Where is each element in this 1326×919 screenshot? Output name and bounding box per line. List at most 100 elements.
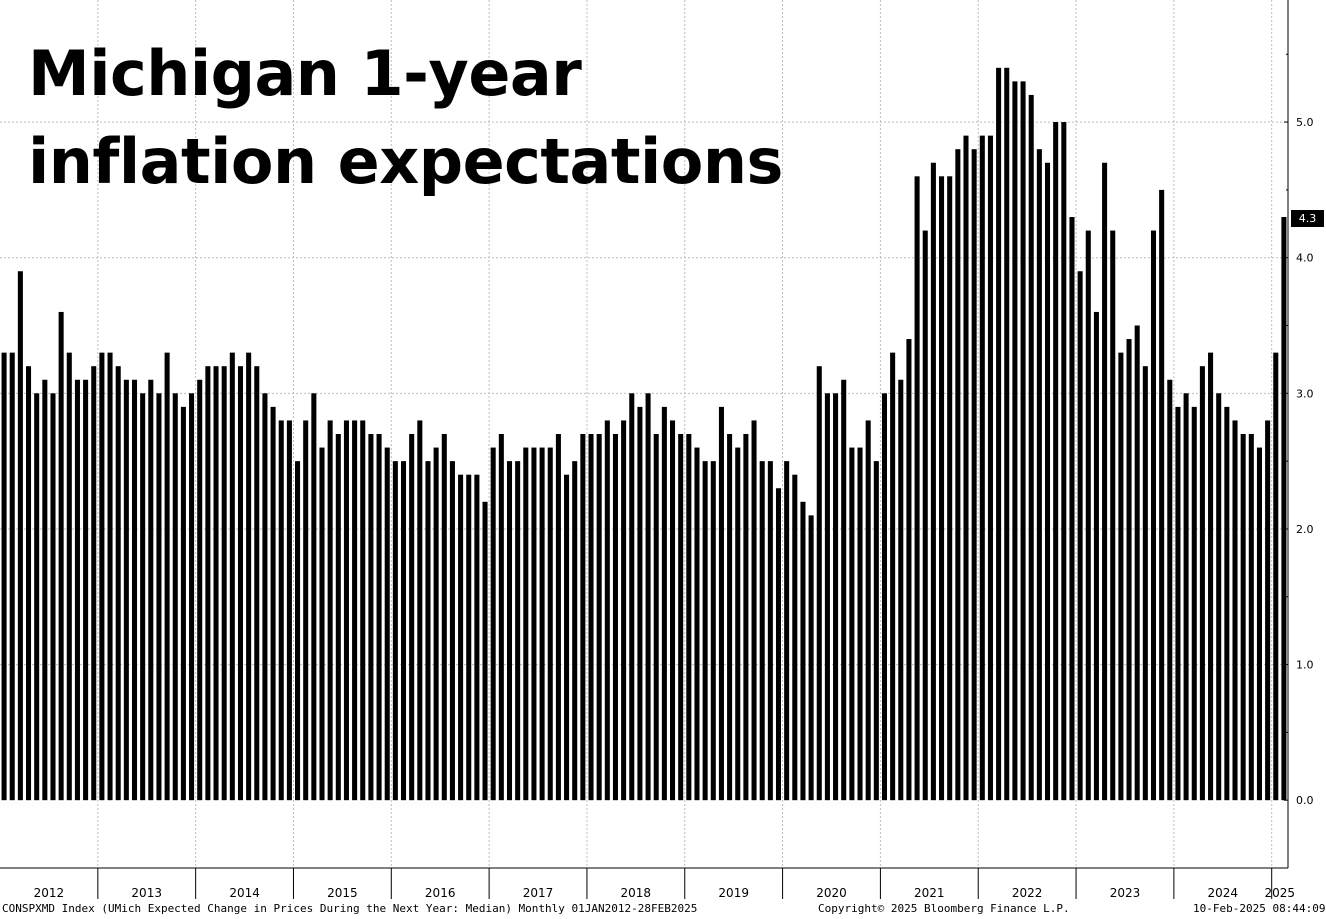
bar: [678, 434, 684, 801]
bar: [824, 393, 830, 801]
bar: [140, 393, 146, 801]
bar: [343, 420, 349, 801]
x-tick-label: 2025: [1265, 886, 1296, 900]
bar: [857, 447, 863, 801]
bar: [58, 311, 64, 801]
x-tick-label: 2018: [621, 886, 652, 900]
bar-series: [1, 67, 1287, 801]
footer-copyright: Copyright© 2025 Bloomberg Finance L.P.: [818, 902, 1070, 915]
bar: [735, 447, 741, 801]
bar: [148, 379, 154, 801]
bar: [441, 434, 447, 801]
bar: [425, 461, 431, 801]
bar: [1159, 189, 1165, 801]
bar: [727, 434, 733, 801]
bar: [1175, 406, 1181, 801]
bar: [1248, 434, 1254, 801]
bar: [458, 474, 464, 801]
bar: [172, 393, 178, 801]
bar: [629, 393, 635, 801]
bar: [637, 406, 643, 801]
bar: [368, 434, 374, 801]
bar: [352, 420, 358, 801]
x-tick-label: 2014: [229, 886, 260, 900]
bar: [515, 461, 521, 801]
bar: [661, 406, 667, 801]
bar: [1028, 94, 1034, 801]
bar: [922, 230, 928, 801]
x-tick-label: 2012: [34, 886, 65, 900]
x-tick-label: 2024: [1208, 886, 1239, 900]
bar: [971, 149, 977, 801]
bar: [1118, 352, 1124, 801]
bar: [1126, 339, 1132, 801]
x-tick-label: 2023: [1110, 886, 1141, 900]
x-tick-label: 2021: [914, 886, 945, 900]
bar: [1240, 434, 1246, 801]
bar: [555, 434, 561, 801]
bar: [433, 447, 439, 801]
bar: [710, 461, 716, 801]
y-tick-label: 0.0: [1296, 794, 1314, 807]
bar: [1077, 271, 1083, 801]
bar: [523, 447, 529, 801]
bar: [229, 352, 235, 801]
bar: [1191, 406, 1197, 801]
bar: [115, 366, 121, 801]
bar: [270, 406, 276, 801]
bar: [1208, 352, 1214, 801]
bar: [1265, 420, 1271, 801]
bar: [474, 474, 480, 801]
bar: [1110, 230, 1116, 801]
bar: [1020, 81, 1026, 801]
bar: [34, 393, 40, 801]
y-tick-label: 1.0: [1296, 659, 1314, 672]
x-axis: 2012 2013 2014 2015 2016 2017 2018 2019 2020 2021…: [0, 867, 1296, 900]
chart-title-line-1: Michigan 1-year: [28, 37, 582, 110]
bar: [1069, 217, 1075, 801]
bar: [1167, 379, 1173, 801]
bar: [498, 434, 504, 801]
bar: [1004, 67, 1010, 801]
bar: [1053, 122, 1059, 801]
bar: [1093, 311, 1099, 801]
footer-source: CONSPXMD Index (UMich Expected Change in…: [2, 902, 698, 915]
bar: [686, 434, 692, 801]
bar: [1256, 447, 1262, 801]
bar: [9, 352, 15, 801]
bar: [1036, 149, 1042, 801]
bar: [1199, 366, 1205, 801]
bar: [319, 447, 325, 801]
bar: [621, 420, 627, 801]
bar: [1, 352, 7, 801]
bar: [1183, 393, 1189, 801]
bar: [564, 474, 570, 801]
bar: [262, 393, 268, 801]
y-tick-label: 5.0: [1296, 116, 1314, 129]
bar: [466, 474, 472, 801]
bar: [66, 352, 72, 801]
bar: [547, 447, 553, 801]
bar: [99, 352, 105, 801]
bar: [947, 176, 953, 801]
bar: [392, 461, 398, 801]
x-tick-label: 2013: [131, 886, 162, 900]
bar: [91, 366, 97, 801]
bar: [963, 135, 969, 801]
bar: [653, 434, 659, 801]
bar: [1281, 217, 1287, 801]
bar: [50, 393, 56, 801]
bar: [83, 379, 89, 801]
bar: [246, 352, 252, 801]
bar: [718, 406, 724, 801]
bar: [221, 366, 227, 801]
bar: [327, 420, 333, 801]
bar: [743, 434, 749, 801]
bar: [278, 420, 284, 801]
bar: [955, 149, 961, 801]
bar: [254, 366, 260, 801]
bar: [400, 461, 407, 801]
bar: [409, 434, 415, 801]
bar: [670, 420, 676, 801]
